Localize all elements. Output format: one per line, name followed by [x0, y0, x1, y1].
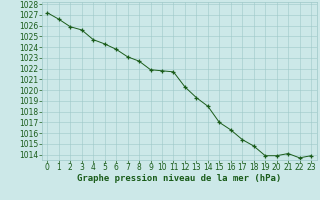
X-axis label: Graphe pression niveau de la mer (hPa): Graphe pression niveau de la mer (hPa)	[77, 174, 281, 183]
